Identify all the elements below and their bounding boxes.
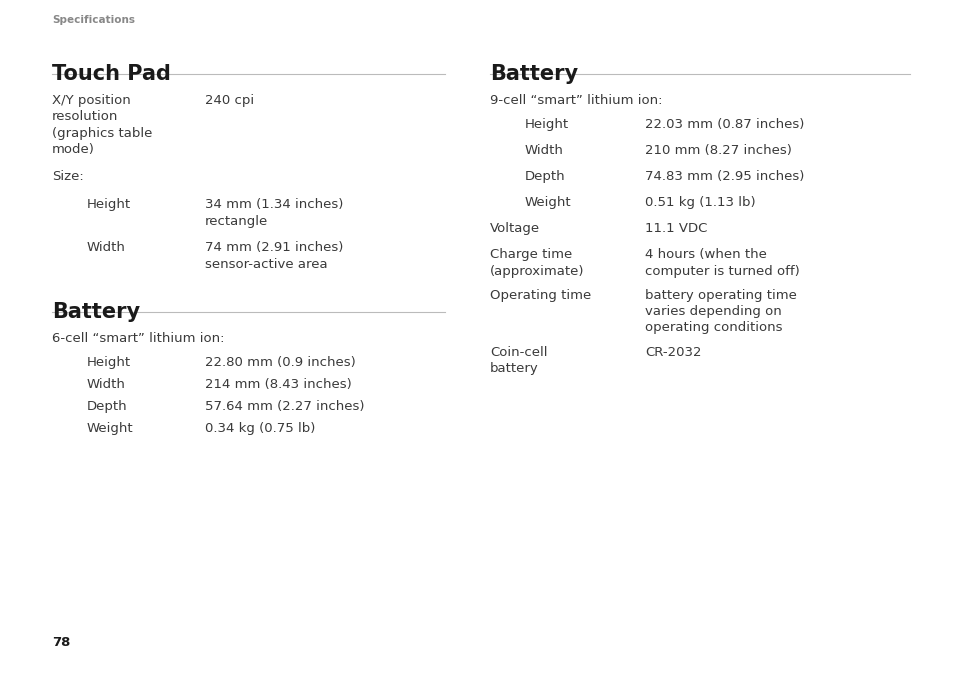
- Text: Depth: Depth: [524, 170, 565, 183]
- Text: Coin-cell: Coin-cell: [490, 345, 547, 359]
- Text: 210 mm (8.27 inches): 210 mm (8.27 inches): [644, 144, 791, 157]
- Text: Height: Height: [87, 356, 131, 369]
- Text: sensor-active area: sensor-active area: [205, 257, 327, 271]
- Text: 22.80 mm (0.9 inches): 22.80 mm (0.9 inches): [205, 356, 355, 369]
- Text: (graphics table: (graphics table: [52, 127, 152, 140]
- Text: mode): mode): [52, 144, 94, 156]
- Text: X/Y position: X/Y position: [52, 94, 131, 107]
- Text: Depth: Depth: [87, 400, 128, 413]
- Text: battery: battery: [490, 362, 538, 375]
- Text: 22.03 mm (0.87 inches): 22.03 mm (0.87 inches): [644, 118, 803, 131]
- Text: rectangle: rectangle: [205, 215, 268, 227]
- Text: Weight: Weight: [524, 196, 571, 209]
- Text: Weight: Weight: [87, 422, 133, 435]
- Text: 78: 78: [52, 636, 71, 649]
- Text: computer is turned off): computer is turned off): [644, 265, 799, 278]
- Text: 74 mm (2.91 inches): 74 mm (2.91 inches): [205, 241, 343, 254]
- Text: 240 cpi: 240 cpi: [205, 94, 253, 107]
- Text: battery operating time: battery operating time: [644, 288, 796, 301]
- Text: Battery: Battery: [490, 64, 578, 84]
- Text: Voltage: Voltage: [490, 222, 539, 235]
- Text: Width: Width: [87, 378, 126, 391]
- Text: operating conditions: operating conditions: [644, 322, 781, 334]
- Text: Height: Height: [524, 118, 569, 131]
- Text: Charge time: Charge time: [490, 248, 572, 261]
- Text: 9-cell “smart” lithium ion:: 9-cell “smart” lithium ion:: [490, 94, 661, 107]
- Text: 57.64 mm (2.27 inches): 57.64 mm (2.27 inches): [205, 400, 364, 413]
- Text: CR-2032: CR-2032: [644, 345, 700, 359]
- Text: (approximate): (approximate): [490, 265, 584, 278]
- Text: 0.34 kg (0.75 lb): 0.34 kg (0.75 lb): [205, 422, 315, 435]
- Text: varies depending on: varies depending on: [644, 305, 781, 318]
- Text: Width: Width: [524, 144, 563, 157]
- Text: Specifications: Specifications: [52, 15, 135, 25]
- Text: Operating time: Operating time: [490, 288, 591, 301]
- Text: Height: Height: [87, 198, 131, 211]
- Text: Size:: Size:: [52, 170, 84, 183]
- Text: 34 mm (1.34 inches): 34 mm (1.34 inches): [205, 198, 343, 211]
- Text: 74.83 mm (2.95 inches): 74.83 mm (2.95 inches): [644, 170, 803, 183]
- Text: 11.1 VDC: 11.1 VDC: [644, 222, 706, 235]
- Text: Width: Width: [87, 241, 126, 254]
- Text: 214 mm (8.43 inches): 214 mm (8.43 inches): [205, 378, 352, 391]
- Text: 0.51 kg (1.13 lb): 0.51 kg (1.13 lb): [644, 196, 755, 209]
- Text: Battery: Battery: [52, 302, 140, 322]
- Text: 4 hours (when the: 4 hours (when the: [644, 248, 766, 261]
- Text: 6-cell “smart” lithium ion:: 6-cell “smart” lithium ion:: [52, 332, 224, 345]
- Text: Touch Pad: Touch Pad: [52, 64, 171, 84]
- Text: resolution: resolution: [52, 110, 118, 123]
